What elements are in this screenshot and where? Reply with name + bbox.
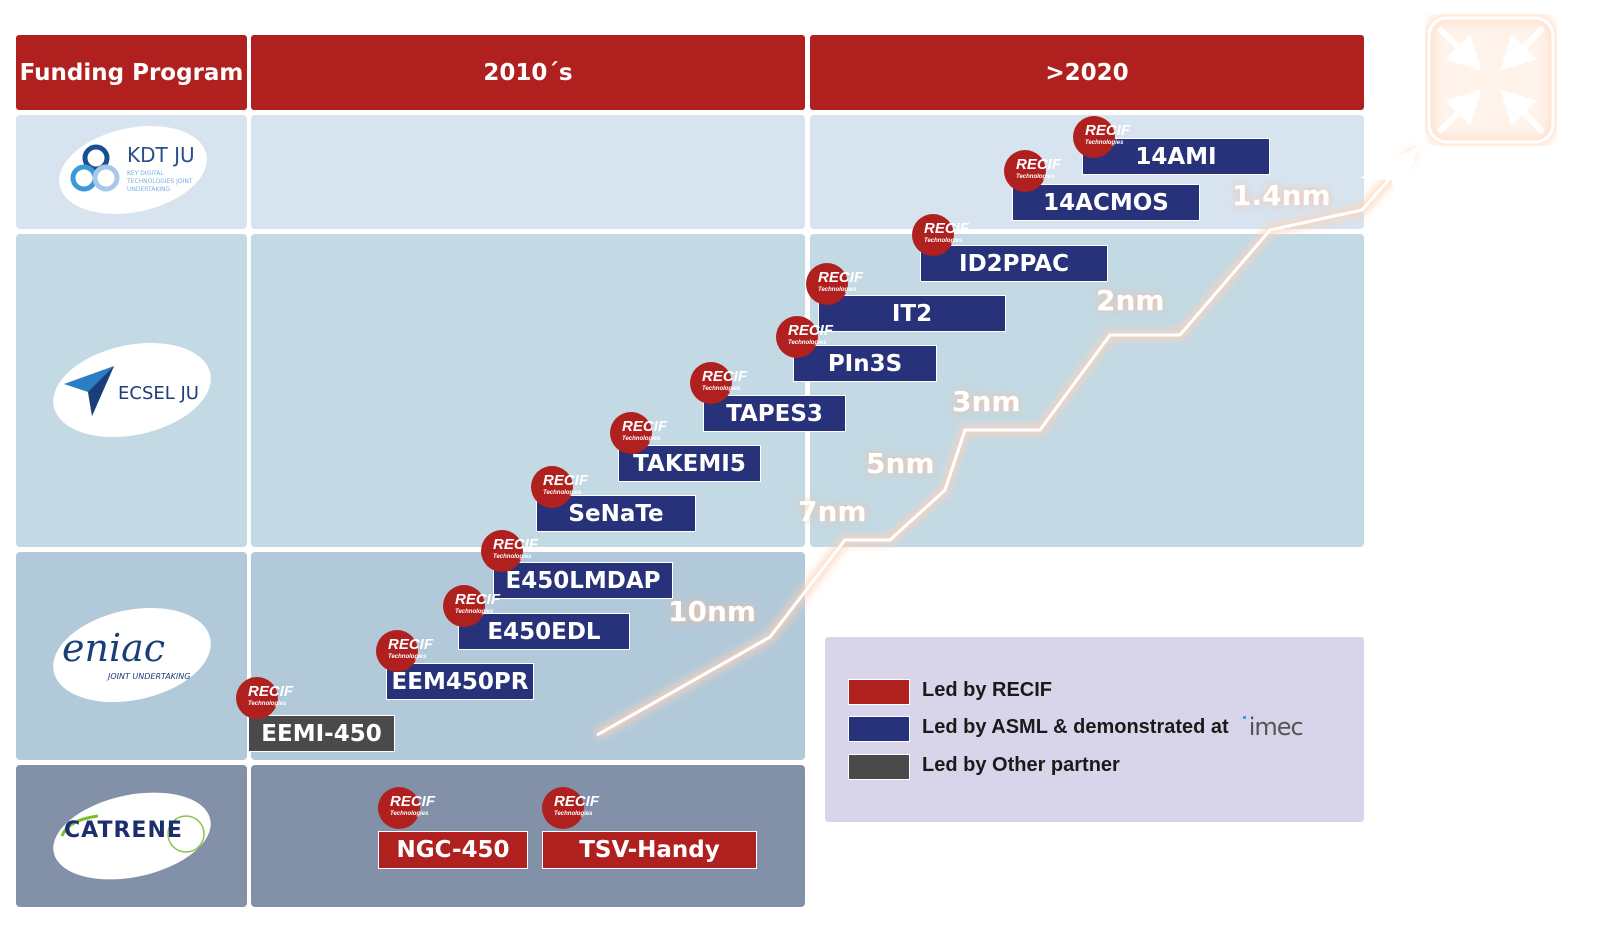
- recif-badge-title: RECIF: [622, 418, 667, 435]
- legend: [825, 637, 1364, 822]
- shrink-arrows-icon[interactable]: [1425, 14, 1557, 146]
- eniac-subtitle: JOINT UNDERTAKING: [108, 672, 191, 681]
- header-2020: >2020: [810, 35, 1364, 110]
- recif-badge-title: RECIF: [390, 793, 435, 810]
- header-funding-program: Funding Program: [16, 35, 247, 110]
- recif-badge-title: RECIF: [543, 472, 588, 489]
- recif-badge: RECIF Technologies: [1004, 150, 1061, 192]
- recif-badge-title: RECIF: [455, 591, 500, 608]
- recif-badge-title: RECIF: [924, 220, 969, 237]
- recif-badge-sub: Technologies: [543, 490, 582, 496]
- project-e450lmdap: E450LMDAP: [493, 562, 673, 599]
- node-2nm: 2nm: [1096, 284, 1165, 317]
- recif-badge-title: RECIF: [1085, 122, 1130, 139]
- recif-badge: RECIF Technologies: [481, 530, 538, 572]
- recif-badge: RECIF Technologies: [378, 787, 435, 829]
- ecsel-title: ECSEL JU: [118, 383, 199, 404]
- cell: [810, 234, 1364, 547]
- project-eem450pr: EEM450PR: [386, 663, 534, 700]
- recif-badge-title: RECIF: [248, 683, 293, 700]
- header-2010s: 2010´s: [251, 35, 805, 110]
- legend-label-other: Led by Other partner: [922, 754, 1120, 776]
- legend-swatch-asml: [848, 716, 910, 742]
- recif-badge-sub: Technologies: [1016, 174, 1055, 180]
- catrene-globe-icon: [60, 814, 205, 853]
- recif-badge: RECIF Technologies: [912, 214, 969, 256]
- recif-badge-sub: Technologies: [388, 654, 427, 660]
- imec-logo-wrap: imec: [1242, 713, 1304, 741]
- eniac-title: eniac: [62, 626, 166, 670]
- project-tapes3: TAPES3: [703, 395, 846, 432]
- legend-row-asml: Led by ASML & demonstrated at imec: [922, 713, 1304, 741]
- recif-badge-sub: Technologies: [818, 287, 857, 293]
- imec-logo: imec: [1248, 713, 1304, 741]
- recif-badge-title: RECIF: [554, 793, 599, 810]
- recif-badge-sub: Technologies: [622, 436, 661, 442]
- recif-badge: RECIF Technologies: [236, 677, 293, 719]
- recif-badge-sub: Technologies: [702, 386, 741, 392]
- node-3nm: 3nm: [952, 385, 1021, 418]
- kdt-title: KDT JU: [127, 143, 195, 167]
- project-pin3s: PIn3S: [793, 345, 937, 382]
- recif-badge-title: RECIF: [788, 322, 833, 339]
- recif-badge: RECIF Technologies: [1073, 116, 1130, 158]
- project-it2: IT2: [818, 295, 1006, 332]
- project-senate: SeNaTe: [536, 495, 696, 532]
- recif-badge-sub: Technologies: [248, 701, 287, 707]
- recif-badge-title: RECIF: [388, 636, 433, 653]
- recif-badge: RECIF Technologies: [806, 263, 863, 305]
- arrow-head-icon: [1360, 145, 1420, 210]
- node-10nm: 10nm: [668, 595, 757, 628]
- imec-dot: [1242, 716, 1246, 719]
- recif-badge-title: RECIF: [818, 269, 863, 286]
- recif-badge-sub: Technologies: [1085, 140, 1124, 146]
- project-takemi5: TAKEMI5: [618, 445, 761, 482]
- recif-badge-title: RECIF: [493, 536, 538, 553]
- recif-badge: RECIF Technologies: [443, 585, 500, 627]
- kdt-subtitle: KEY DIGITAL TECHNOLOGIES JOINT UNDERTAKI…: [127, 170, 193, 193]
- cell: [251, 115, 805, 229]
- recif-badge-sub: Technologies: [788, 340, 827, 346]
- recif-badge-sub: Technologies: [554, 811, 593, 817]
- legend-label-asml: Led by ASML & demonstrated at: [922, 716, 1229, 738]
- ecsel-plane-icon: [64, 366, 114, 416]
- recif-badge-title: RECIF: [1016, 156, 1061, 173]
- legend-swatch-other: [848, 754, 910, 780]
- recif-badge-sub: Technologies: [493, 554, 532, 560]
- recif-badge-title: RECIF: [702, 368, 747, 385]
- legend-swatch-recif: [848, 679, 910, 705]
- project-eemi-450: EEMI-450: [248, 715, 395, 752]
- recif-badge-sub: Technologies: [390, 811, 429, 817]
- recif-badge: RECIF Technologies: [610, 412, 667, 454]
- recif-badge: RECIF Technologies: [776, 316, 833, 358]
- project-id2ppac: ID2PPAC: [920, 245, 1108, 282]
- recif-badge: RECIF Technologies: [376, 630, 433, 672]
- node-5nm: 5nm: [866, 447, 935, 480]
- recif-badge: RECIF Technologies: [542, 787, 599, 829]
- project-tsv-handy: TSV-Handy: [542, 831, 757, 869]
- project-ngc-450: NGC-450: [378, 831, 528, 869]
- legend-label-recif: Led by RECIF: [922, 679, 1053, 701]
- recif-badge: RECIF Technologies: [690, 362, 747, 404]
- project-14acmos: 14ACMOS: [1012, 184, 1200, 221]
- recif-badge: RECIF Technologies: [531, 466, 588, 508]
- kdt-rings-icon: [70, 144, 120, 192]
- node-7nm: 7nm: [798, 495, 867, 528]
- project-e450edl: E450EDL: [458, 613, 630, 650]
- catrene-title: CATRENE: [64, 818, 183, 843]
- recif-badge-sub: Technologies: [924, 238, 963, 244]
- recif-badge-sub: Technologies: [455, 609, 494, 615]
- node-1-4nm: 1.4nm: [1232, 179, 1331, 212]
